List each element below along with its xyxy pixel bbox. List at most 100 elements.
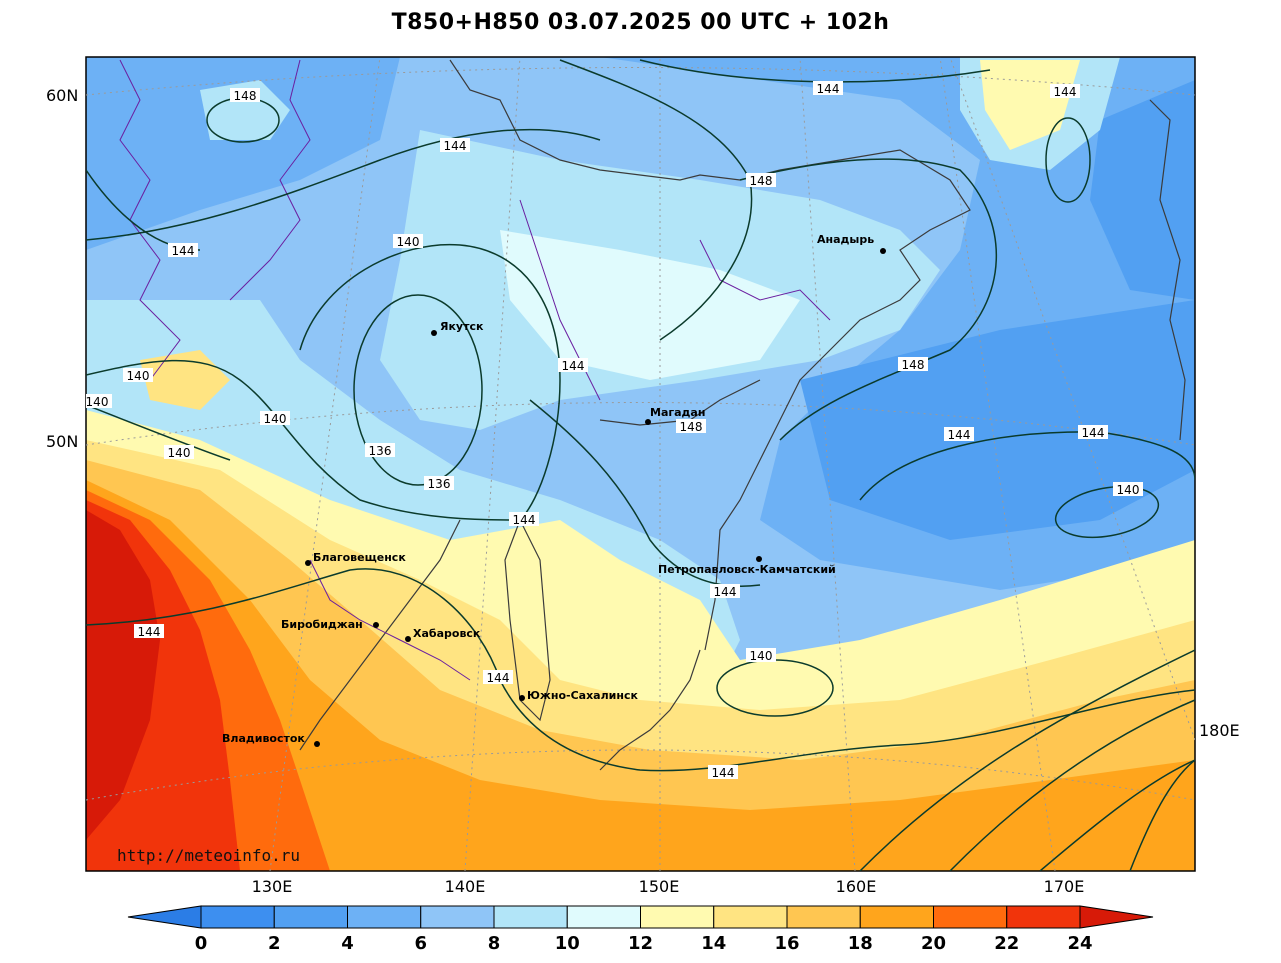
contour-label: 144 xyxy=(1078,425,1108,440)
colorbar-tick-label: 18 xyxy=(848,933,873,954)
colorbar-tick-label: 10 xyxy=(555,933,580,954)
svg-text:144: 144 xyxy=(444,139,467,153)
contour-label: 140 xyxy=(86,394,112,409)
svg-text:136: 136 xyxy=(369,444,392,458)
city-petropavlovsk: Петропавловск-Камчатский xyxy=(658,556,836,576)
svg-text:Хабаровск: Хабаровск xyxy=(413,627,481,640)
lon-label-180: 180E xyxy=(1199,721,1240,740)
svg-text:Благовещенск: Благовещенск xyxy=(313,551,406,564)
svg-text:Анадырь: Анадырь xyxy=(817,233,874,246)
contour-label: 148 xyxy=(230,88,260,103)
colorbar-tick-label: 20 xyxy=(921,933,946,954)
temperature-field xyxy=(86,57,1195,871)
height-contours xyxy=(86,59,1195,871)
field-cold-ne xyxy=(1090,80,1195,300)
colorbar-tick-label: 0 xyxy=(195,933,208,954)
svg-text:140: 140 xyxy=(397,235,420,249)
svg-text:Биробиджан: Биробиджан xyxy=(281,618,363,631)
city-magadan: Магадан xyxy=(645,406,705,425)
colorbar-over-arrow xyxy=(1079,905,1154,929)
svg-text:148: 148 xyxy=(234,89,257,103)
contour-label: 144 xyxy=(509,512,539,527)
colorbar-cells xyxy=(200,905,1081,929)
colorbar-ticks: 0 2 4 6 8 10 12 14 16 18 20 22 24 xyxy=(195,933,1093,954)
colorbar-cell xyxy=(273,905,348,929)
graticule xyxy=(86,57,1195,871)
svg-text:140: 140 xyxy=(168,446,191,460)
colorbar-tick-label: 14 xyxy=(701,933,726,954)
svg-text:Петропавловск-Камчатский: Петропавловск-Камчатский xyxy=(658,563,836,576)
contour-label: 144 xyxy=(944,427,974,442)
contour-label: 144 xyxy=(558,358,588,373)
colorbar-cell xyxy=(566,905,641,929)
contour-label: 148 xyxy=(676,419,706,434)
svg-text:Якутск: Якутск xyxy=(440,320,484,333)
contour-label: 140 xyxy=(393,234,423,249)
coastlines xyxy=(299,59,1186,771)
map-title: T850+H850 03.07.2025 00 UTC + 102h xyxy=(391,10,890,35)
field-warm-ne-core xyxy=(980,60,1080,150)
field-warm-20 xyxy=(86,480,1195,871)
contour-label: 144 xyxy=(813,81,843,96)
contour-label: 148 xyxy=(898,357,928,372)
contour-label: 140 xyxy=(260,411,290,426)
svg-text:144: 144 xyxy=(487,671,510,685)
contour-label: 148 xyxy=(746,173,776,188)
lat-label-50: 50N xyxy=(46,432,78,451)
colorbar-cell xyxy=(859,905,934,929)
svg-text:148: 148 xyxy=(680,420,703,434)
contour-label: 140 xyxy=(746,648,776,663)
colorbar-tick-label: 4 xyxy=(341,933,354,954)
colorbar-tick-label: 8 xyxy=(488,933,501,954)
lat-label-60: 60N xyxy=(46,86,78,105)
colorbar-cell xyxy=(933,905,1008,929)
colorbar-cell xyxy=(786,905,861,929)
field-mid-lightest xyxy=(500,230,800,380)
svg-text:Магадан: Магадан xyxy=(650,406,705,419)
colorbar-tick-label: 6 xyxy=(414,933,427,954)
contour-label: 136 xyxy=(424,476,454,491)
colorbar-tick-label: 12 xyxy=(628,933,653,954)
svg-text:144: 144 xyxy=(714,585,737,599)
colorbar-cell xyxy=(493,905,568,929)
svg-text:144: 144 xyxy=(1082,426,1105,440)
svg-text:140: 140 xyxy=(86,395,109,409)
city-khabarovsk: Хабаровск xyxy=(405,627,481,642)
contour-labels: 148 144 144 144 144 148 140 144 140 140 … xyxy=(86,81,1143,780)
colorbar-cell xyxy=(640,905,715,929)
city-vladivostok: Владивосток xyxy=(222,732,320,747)
contour-label: 144 xyxy=(483,670,513,685)
colorbar-cell xyxy=(1006,905,1081,929)
colorbar: 0 2 4 6 8 10 12 14 16 18 20 22 24 xyxy=(127,905,1154,954)
contour-label: 140 xyxy=(164,445,194,460)
svg-text:144: 144 xyxy=(817,82,840,96)
city-yakutsk: Якутск xyxy=(431,320,484,336)
lat-labels: 60N 50N xyxy=(46,86,78,451)
contour-label: 144 xyxy=(708,765,738,780)
svg-text:Южно-Сахалинск: Южно-Сахалинск xyxy=(527,689,638,702)
svg-text:148: 148 xyxy=(750,174,773,188)
lon-label-160: 160E xyxy=(836,877,877,896)
colorbar-tick-label: 16 xyxy=(774,933,799,954)
source-credit: http://meteoinfo.ru xyxy=(117,846,300,865)
city-blagoveshchensk: Благовещенск xyxy=(305,551,406,566)
svg-text:148: 148 xyxy=(902,358,925,372)
map-frame xyxy=(85,56,1196,872)
lon-label-150: 150E xyxy=(639,877,680,896)
field-nw xyxy=(86,57,400,250)
field-warm-core xyxy=(86,510,160,840)
city-anadyr: Анадырь xyxy=(817,233,886,254)
colorbar-tick-label: 24 xyxy=(1067,933,1092,954)
svg-text:140: 140 xyxy=(264,412,287,426)
contour-label: 144 xyxy=(134,624,164,639)
lon-label-140: 140E xyxy=(445,877,486,896)
colorbar-cell xyxy=(713,905,788,929)
lon-label-130: 130E xyxy=(252,877,293,896)
svg-text:144: 144 xyxy=(172,244,195,258)
city-birobidzhan: Биробиджан xyxy=(281,618,379,631)
svg-text:140: 140 xyxy=(750,649,773,663)
contour-label: 140 xyxy=(1113,482,1143,497)
lon-label-170: 170E xyxy=(1044,877,1085,896)
colorbar-cell xyxy=(420,905,495,929)
